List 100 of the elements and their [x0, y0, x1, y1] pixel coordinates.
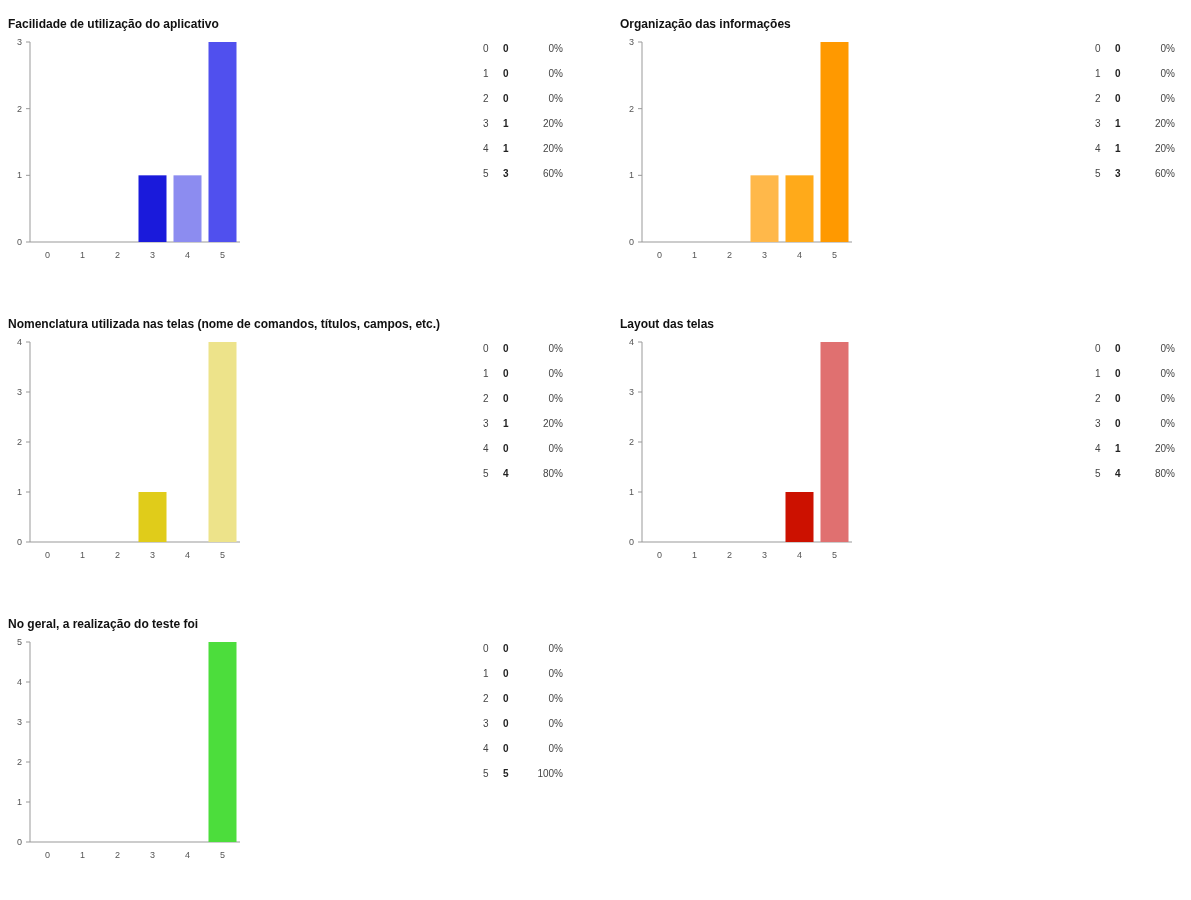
category-label: 1	[1115, 443, 1121, 454]
text: 0	[503, 643, 509, 654]
y-tick-label: 0	[628, 237, 634, 248]
text: 0	[1115, 68, 1121, 79]
text: 0%	[1160, 368, 1176, 379]
text: 0%	[1160, 418, 1176, 429]
text: 20%	[542, 418, 564, 429]
y-tick-label: 4	[16, 677, 22, 688]
x-tick-label: 3	[149, 550, 156, 560]
category-label: 4	[483, 143, 489, 154]
y-tick-label: 5	[16, 637, 22, 648]
chart-title: Organização das informações	[620, 17, 792, 31]
x-tick-label: 0	[44, 550, 51, 560]
chart-title: Layout das telas	[620, 317, 715, 331]
category-label: 3	[1095, 418, 1101, 429]
text: 1	[483, 368, 489, 379]
text: 0	[483, 643, 489, 654]
text: 20%	[1154, 443, 1176, 454]
text: 0	[1095, 343, 1101, 354]
text: 0%	[548, 93, 564, 104]
text: 4	[483, 443, 489, 454]
category-label: 0	[1115, 418, 1121, 429]
x-tick-label: 3	[761, 550, 768, 560]
category-label: 2	[483, 393, 489, 404]
text: 1	[1115, 118, 1121, 129]
category-label: 3	[483, 418, 489, 429]
text: 0%	[1160, 93, 1176, 104]
x-tick-label: 5	[219, 250, 226, 260]
category-label: 2	[483, 93, 489, 104]
category-label: 3	[503, 168, 509, 179]
x-tick-label: 4	[796, 250, 803, 260]
x-tick-label: 2	[726, 250, 733, 260]
text: 0	[503, 68, 509, 79]
text: 0	[503, 393, 509, 404]
category-label: 5	[483, 168, 489, 179]
text: 0%	[1160, 343, 1176, 354]
x-tick-label: 1	[79, 850, 86, 860]
x-tick-label: 2	[114, 550, 121, 560]
x-tick-label: 5	[831, 250, 838, 260]
category-label: 1	[503, 418, 509, 429]
text: 3	[1095, 118, 1101, 129]
y-tick-label: 1	[16, 170, 22, 181]
text: 1	[1095, 368, 1101, 379]
y-tick-label: 2	[628, 437, 634, 448]
y-tick-label: 2	[628, 103, 634, 114]
x-tick-label: 4	[184, 550, 191, 560]
text: 0	[503, 693, 509, 704]
y-tick-label: 0	[628, 537, 634, 548]
text: 0	[1095, 43, 1101, 54]
text: 1	[1095, 68, 1101, 79]
text: 0	[503, 343, 509, 354]
text: 0	[503, 718, 509, 729]
x-tick-label: 0	[44, 250, 51, 260]
x-tick-label: 1	[79, 550, 86, 560]
y-tick-label: 1	[16, 487, 22, 498]
text: 5	[483, 468, 489, 479]
category-label: 2	[1095, 393, 1101, 404]
text: 0%	[1160, 393, 1176, 404]
chart-title: Facilidade de utilização do aplicativo	[8, 17, 219, 31]
x-tick-label: 0	[656, 250, 663, 260]
text: 20%	[542, 118, 564, 129]
y-tick-label: 4	[628, 337, 634, 348]
text: 0%	[548, 743, 564, 754]
category-label: 0	[503, 743, 509, 754]
text: 0%	[548, 43, 564, 54]
text: 60%	[1154, 168, 1176, 179]
x-tick-label: 5	[219, 850, 226, 860]
text: 0	[1115, 43, 1121, 54]
text: 0%	[548, 443, 564, 454]
text: 100%	[537, 768, 564, 779]
chart-title: No geral, a realização do teste foi	[8, 617, 199, 631]
chart-title: Nomenclatura utilizada nas telas (nome de comandos, títulos, campos, etc.)	[8, 317, 441, 331]
x-tick-label: 4	[184, 850, 191, 860]
text: 0%	[548, 393, 564, 404]
category-label: 4	[1115, 468, 1121, 479]
category-label: 2	[1095, 93, 1101, 104]
text: 0%	[548, 668, 564, 679]
text: 4	[1095, 443, 1101, 454]
category-label: 4	[503, 468, 509, 479]
text: 0	[503, 443, 509, 454]
category-label: 3	[483, 718, 489, 729]
y-tick-label: 3	[628, 37, 634, 48]
y-tick-label: 3	[16, 387, 22, 398]
text: 1	[503, 118, 509, 129]
x-tick-label: 2	[114, 250, 121, 260]
x-tick-label: 0	[656, 550, 663, 560]
text: 0	[503, 368, 509, 379]
text: 60%	[542, 168, 564, 179]
text: 0%	[548, 693, 564, 704]
y-tick-label: 1	[16, 797, 22, 808]
x-tick-label: 0	[44, 850, 51, 860]
category-label: 5	[503, 768, 509, 779]
text: 20%	[1154, 118, 1176, 129]
text: 1	[483, 68, 489, 79]
text: 4	[1095, 143, 1101, 154]
text: 0	[1115, 93, 1121, 104]
y-tick-label: 0	[16, 237, 22, 248]
text: 20%	[1154, 143, 1176, 154]
x-tick-label: 5	[831, 550, 838, 560]
x-tick-label: 1	[691, 550, 698, 560]
